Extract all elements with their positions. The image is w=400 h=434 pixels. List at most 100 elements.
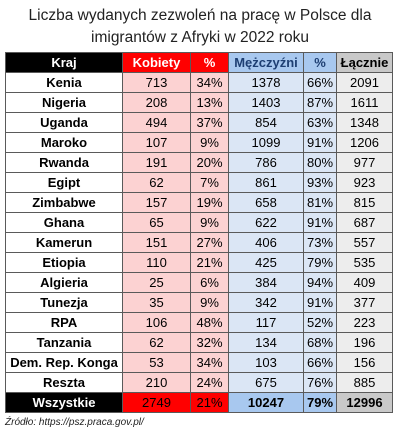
cell-men: 10247 <box>228 392 304 413</box>
cell-country: Tunezja <box>5 292 123 313</box>
cell-women-pct: 13% <box>190 92 229 113</box>
cell-men-pct: 76% <box>303 372 337 393</box>
cell-total: 1348 <box>336 112 393 133</box>
cell-total: 535 <box>336 252 393 273</box>
table-row: Dem. Rep. Konga 53 34% 103 66% 156 <box>5 352 393 373</box>
cell-men: 1403 <box>228 92 304 113</box>
cell-women: 65 <box>122 212 191 233</box>
cell-men-pct: 94% <box>303 272 337 293</box>
cell-total: 923 <box>336 172 393 193</box>
cell-women-pct: 37% <box>190 112 229 133</box>
header-men-pct: % <box>303 52 337 73</box>
cell-women-pct: 9% <box>190 132 229 153</box>
cell-men: 103 <box>228 352 304 373</box>
cell-women-pct: 27% <box>190 232 229 253</box>
table-row: Tanzania 62 32% 134 68% 196 <box>5 332 393 353</box>
cell-women-pct: 20% <box>190 152 229 173</box>
cell-women-pct: 21% <box>190 392 229 413</box>
cell-total: 156 <box>336 352 393 373</box>
cell-total: 815 <box>336 192 393 213</box>
cell-men: 1099 <box>228 132 304 153</box>
cell-men-pct: 91% <box>303 292 337 313</box>
cell-country: Ghana <box>5 212 123 233</box>
cell-women-pct: 9% <box>190 212 229 233</box>
cell-men-pct: 79% <box>303 392 337 413</box>
cell-men-pct: 80% <box>303 152 337 173</box>
table-body: Kenia 713 34% 1378 66% 2091 Nigeria 208 13% 1403 8… <box>5 72 393 413</box>
table-row: Uganda 494 37% 854 63% 1348 <box>5 112 393 133</box>
cell-men-pct: 66% <box>303 352 337 373</box>
cell-country: Uganda <box>5 112 123 133</box>
cell-men: 384 <box>228 272 304 293</box>
cell-country: Kamerun <box>5 232 123 253</box>
table-row: Nigeria 208 13% 1403 87% 1611 <box>5 92 393 113</box>
cell-women-pct: 34% <box>190 72 229 93</box>
cell-women: 25 <box>122 272 191 293</box>
cell-women-pct: 32% <box>190 332 229 353</box>
cell-men-pct: 63% <box>303 112 337 133</box>
cell-men-pct: 81% <box>303 192 337 213</box>
cell-total: 196 <box>336 332 393 353</box>
table-row: Zimbabwe 157 19% 658 81% 815 <box>5 192 393 213</box>
cell-country: Tanzania <box>5 332 123 353</box>
cell-men-pct: 79% <box>303 252 337 273</box>
table-row: Ghana 65 9% 622 91% 687 <box>5 212 393 233</box>
table-row: Etiopia 110 21% 425 79% 535 <box>5 252 393 273</box>
cell-country: Kenia <box>5 72 123 93</box>
header-women-pct: % <box>190 52 229 73</box>
cell-women-pct: 7% <box>190 172 229 193</box>
table-row: Maroko 107 9% 1099 91% 1206 <box>5 132 393 153</box>
cell-men: 1378 <box>228 72 304 93</box>
cell-women-pct: 48% <box>190 312 229 333</box>
cell-men: 675 <box>228 372 304 393</box>
cell-women-pct: 6% <box>190 272 229 293</box>
table-row: Algieria 25 6% 384 94% 409 <box>5 272 393 293</box>
cell-country: Reszta <box>5 372 123 393</box>
cell-country: RPA <box>5 312 123 333</box>
table-row: Rwanda 191 20% 786 80% 977 <box>5 152 393 173</box>
cell-men: 134 <box>228 332 304 353</box>
cell-women-pct: 34% <box>190 352 229 373</box>
cell-total: 1206 <box>336 132 393 153</box>
table-row: Kamerun 151 27% 406 73% 557 <box>5 232 393 253</box>
cell-country: Zimbabwe <box>5 192 123 213</box>
header-men: Mężczyźni <box>228 52 304 73</box>
source-note: Źródło: https://psz.praca.gov.pl/ <box>5 417 144 428</box>
title-line-1: Liczba wydanych zezwoleń na pracę w Pols… <box>28 7 372 24</box>
cell-men-pct: 91% <box>303 212 337 233</box>
cell-women-pct: 19% <box>190 192 229 213</box>
cell-men-pct: 87% <box>303 92 337 113</box>
header-row: Kraj Kobiety % Mężczyźni % Łącznie <box>5 52 393 73</box>
cell-men: 117 <box>228 312 304 333</box>
cell-women: 494 <box>122 112 191 133</box>
cell-men: 861 <box>228 172 304 193</box>
cell-women-pct: 9% <box>190 292 229 313</box>
cell-women: 151 <box>122 232 191 253</box>
cell-women: 106 <box>122 312 191 333</box>
cell-total: 977 <box>336 152 393 173</box>
cell-men-pct: 93% <box>303 172 337 193</box>
header-country: Kraj <box>5 52 123 73</box>
cell-men-pct: 66% <box>303 72 337 93</box>
cell-total: 687 <box>336 212 393 233</box>
cell-total: 2091 <box>336 72 393 93</box>
cell-women-pct: 21% <box>190 252 229 273</box>
table-row: Egipt 62 7% 861 93% 923 <box>5 172 393 193</box>
cell-women: 210 <box>122 372 191 393</box>
cell-country: Egipt <box>5 172 123 193</box>
cell-total: 1611 <box>336 92 393 113</box>
cell-men: 622 <box>228 212 304 233</box>
cell-women: 62 <box>122 172 191 193</box>
cell-women: 713 <box>122 72 191 93</box>
page-title: Liczba wydanych zezwoleń na pracę w Pols… <box>0 5 400 49</box>
cell-women: 53 <box>122 352 191 373</box>
cell-women: 2749 <box>122 392 191 413</box>
cell-men: 342 <box>228 292 304 313</box>
permits-table: Kraj Kobiety % Mężczyźni % Łącznie Kenia… <box>5 52 393 413</box>
cell-total: 885 <box>336 372 393 393</box>
table-row: Tunezja 35 9% 342 91% 377 <box>5 292 393 313</box>
table-row: Reszta 210 24% 675 76% 885 <box>5 372 393 393</box>
cell-women: 107 <box>122 132 191 153</box>
cell-total: 223 <box>336 312 393 333</box>
header-women: Kobiety <box>122 52 191 73</box>
